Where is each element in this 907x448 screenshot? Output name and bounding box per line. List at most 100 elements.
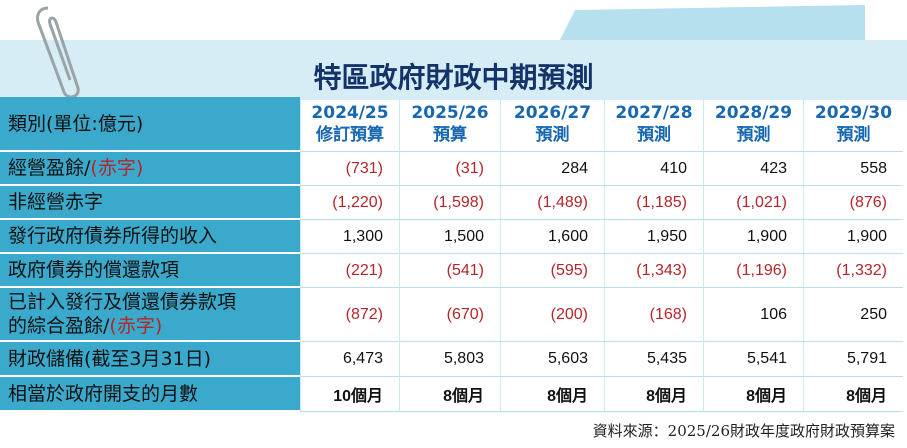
label-line: 政府債券的償還款項 bbox=[8, 259, 180, 281]
value-cell: 1,500 bbox=[399, 220, 500, 254]
column-header: 2026/27 預測 bbox=[500, 97, 604, 152]
value-cell: (1,220) bbox=[300, 186, 399, 220]
row-label: 政府債券的償還款項 bbox=[0, 254, 300, 288]
value: (1,598) bbox=[433, 193, 484, 211]
label-line: 非經營赤字 bbox=[8, 191, 104, 213]
label-line: 發行政府債券所得的收入 bbox=[8, 225, 218, 247]
column-year: 2029/30 bbox=[814, 103, 893, 123]
value-cell: 5,435 bbox=[604, 342, 703, 377]
column-kind: 預算 bbox=[433, 125, 467, 145]
row-label: 發行政府債券所得的收入 bbox=[0, 220, 300, 254]
value-cell: (872) bbox=[300, 288, 399, 342]
value: (31) bbox=[455, 159, 484, 177]
value: (876) bbox=[849, 193, 887, 211]
value: 284 bbox=[561, 159, 588, 177]
label-line: 經營盈餘/(赤字) bbox=[8, 157, 144, 179]
label-red: (赤字) bbox=[90, 157, 144, 179]
value: 5,541 bbox=[746, 350, 787, 367]
value: 1,300 bbox=[342, 227, 383, 245]
value-cell: (876) bbox=[803, 186, 903, 220]
value-cell: (731) bbox=[300, 152, 399, 186]
value: (595) bbox=[550, 261, 588, 279]
value: (670) bbox=[446, 305, 484, 323]
column-year: 2025/26 bbox=[411, 103, 489, 123]
title: 特區政府財政中期預測 bbox=[313, 61, 594, 94]
value-cell: 1,900 bbox=[703, 220, 803, 254]
value-cell: 8個月 bbox=[703, 377, 803, 412]
value: 410 bbox=[660, 159, 687, 177]
value: (1,332) bbox=[836, 261, 887, 279]
value-cell: 8個月 bbox=[803, 377, 903, 412]
value-cell: 410 bbox=[604, 152, 703, 186]
value: (541) bbox=[446, 261, 484, 279]
column-header: 2027/28 預測 bbox=[604, 97, 703, 152]
header-background bbox=[0, 5, 907, 100]
value-cell: 250 bbox=[803, 288, 903, 342]
row-label: 已計入發行及償還債券款項 的綜合盈餘/(赤字) bbox=[0, 288, 300, 342]
source: 資料來源：2025/26財政年度政府財政預算案 bbox=[592, 422, 895, 440]
value-cell: (1,021) bbox=[703, 186, 803, 220]
value-cell: 1,600 bbox=[500, 220, 604, 254]
column-kind: 預測 bbox=[836, 125, 871, 145]
value: (1,021) bbox=[736, 193, 787, 211]
value-cell: 5,803 bbox=[399, 342, 500, 377]
value-cell: (1,185) bbox=[604, 186, 703, 220]
value-cell: 1,950 bbox=[604, 220, 703, 254]
value: 5,803 bbox=[443, 350, 484, 367]
value: (872) bbox=[345, 305, 383, 323]
column-year: 2027/28 bbox=[615, 103, 693, 123]
value-cell: (1,343) bbox=[604, 254, 703, 288]
value-cell: (541) bbox=[399, 254, 500, 288]
value: 8個月 bbox=[443, 388, 484, 405]
value-cell: 8個月 bbox=[500, 377, 604, 412]
row-label: 財政儲備(截至3月31日) bbox=[0, 342, 300, 377]
value-cell: 423 bbox=[703, 152, 803, 186]
value-cell: 5,541 bbox=[703, 342, 803, 377]
row-label: 非經營赤字 bbox=[0, 186, 300, 220]
column-year: 2024/25 bbox=[311, 103, 389, 123]
value-cell: 8個月 bbox=[399, 377, 500, 412]
value: 1,950 bbox=[646, 227, 687, 245]
value-cell: 6,473 bbox=[300, 342, 399, 377]
column-year: 2026/27 bbox=[513, 103, 592, 123]
value-cell: (670) bbox=[399, 288, 500, 342]
corner-cell: 類別(單位:億元) bbox=[0, 97, 300, 152]
value: (1,343) bbox=[636, 261, 687, 279]
value: (1,185) bbox=[636, 193, 687, 211]
value: 5,603 bbox=[547, 350, 588, 367]
value: (731) bbox=[345, 159, 383, 177]
column-header: 2024/25 修訂預算 bbox=[300, 97, 399, 152]
value-cell: 284 bbox=[500, 152, 604, 186]
value: 8個月 bbox=[646, 388, 687, 405]
value: (1,220) bbox=[332, 193, 383, 211]
value: 106 bbox=[760, 305, 787, 323]
column-kind: 修訂預算 bbox=[316, 125, 384, 145]
value: 558 bbox=[860, 159, 887, 177]
value: 5,791 bbox=[846, 350, 887, 367]
value: (1,489) bbox=[537, 193, 588, 211]
value: 6,473 bbox=[342, 350, 383, 367]
value-cell: 5,791 bbox=[803, 342, 903, 377]
column-kind: 預測 bbox=[736, 125, 771, 145]
value-cell: 8個月 bbox=[604, 377, 703, 412]
row-label: 相當於政府開支的月數 bbox=[0, 377, 300, 412]
value: (200) bbox=[550, 305, 588, 323]
value-cell: 1,900 bbox=[803, 220, 903, 254]
value-cell: 5,603 bbox=[500, 342, 604, 377]
value-cell: (168) bbox=[604, 288, 703, 342]
label-line: 已計入發行及償還債券款項 bbox=[8, 291, 237, 313]
value-cell: 106 bbox=[703, 288, 803, 342]
value: 8個月 bbox=[746, 388, 787, 405]
value: 10個月 bbox=[333, 388, 383, 405]
column-header: 2025/26 預算 bbox=[399, 97, 500, 152]
value: 250 bbox=[860, 305, 887, 323]
value-cell: (1,332) bbox=[803, 254, 903, 288]
column-kind: 預測 bbox=[535, 125, 570, 145]
corner-label: 類別(單位:億元) bbox=[8, 112, 144, 135]
value: (168) bbox=[649, 305, 687, 323]
column-header: 2028/29 預測 bbox=[703, 97, 803, 152]
value: 5,435 bbox=[646, 350, 687, 367]
label-line: 的綜合盈餘/(赤字) bbox=[8, 315, 163, 337]
value-cell: (1,196) bbox=[703, 254, 803, 288]
value: 423 bbox=[760, 159, 787, 177]
